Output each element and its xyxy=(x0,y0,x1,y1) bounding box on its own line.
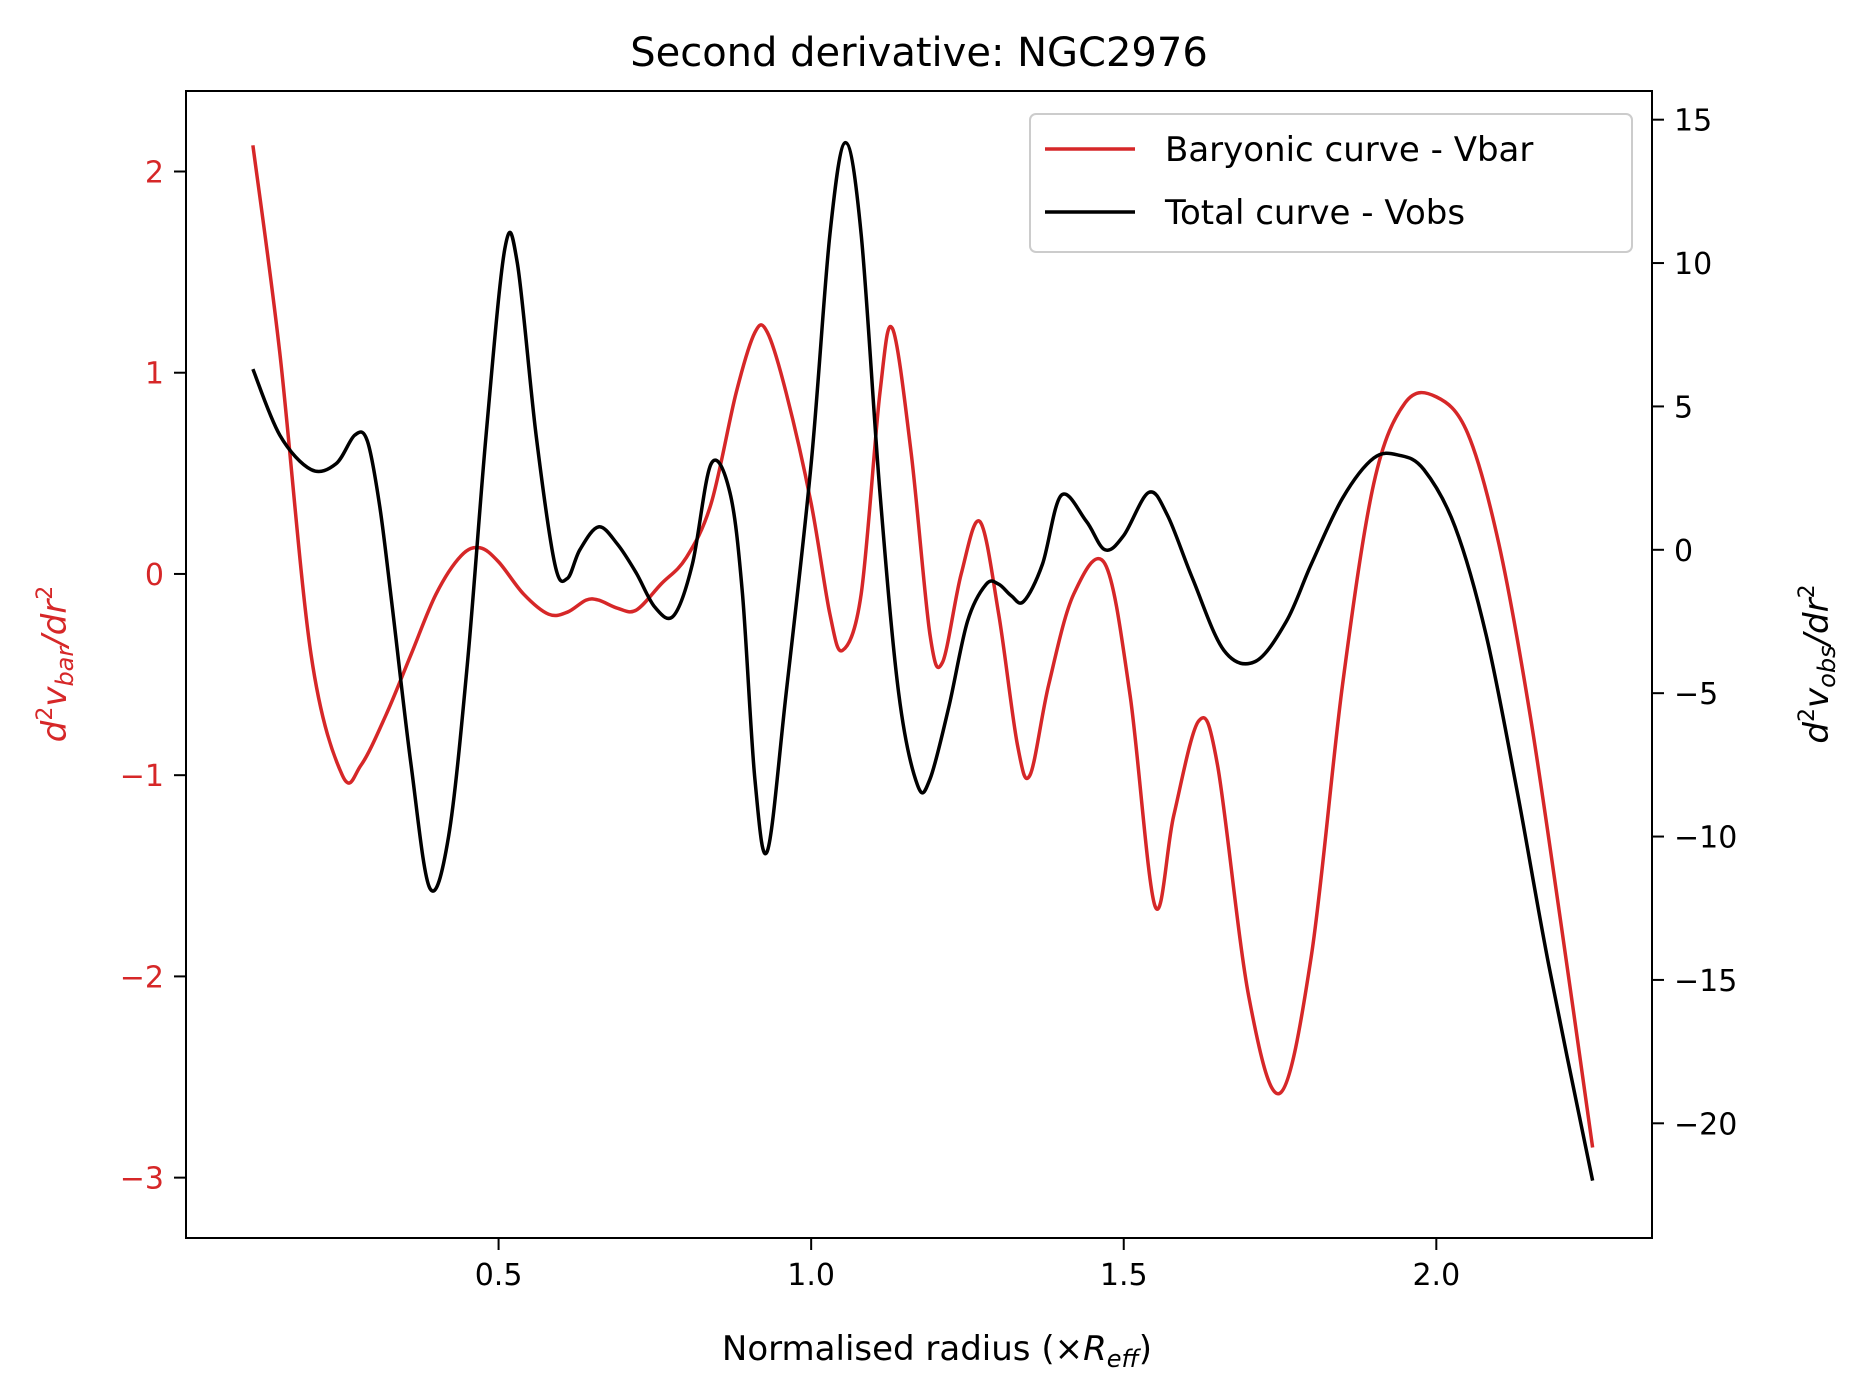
x-axis-label-close: ) xyxy=(1139,1329,1152,1369)
y-right-tick-label: 15 xyxy=(1674,104,1712,139)
plot-frame xyxy=(185,90,1653,1239)
x-axis-label-subscript: eff xyxy=(1107,1345,1142,1373)
y-right-label-d: d xyxy=(1797,722,1837,744)
y-left-label-d: d xyxy=(35,720,75,742)
x-tick-label: 1.5 xyxy=(1100,1258,1148,1293)
series-line-vobs xyxy=(251,140,1595,1181)
y-left-label-rest-sup: 2 xyxy=(33,586,58,600)
series-layer xyxy=(251,140,1595,1181)
y-right-tick-label: −5 xyxy=(1674,677,1718,712)
y-right-tick-label: −15 xyxy=(1674,964,1737,999)
x-tick-label: 2.0 xyxy=(1412,1258,1460,1293)
y-left-label-sup: 2 xyxy=(33,707,58,721)
x-tick-label: 0.5 xyxy=(475,1258,523,1293)
legend-label-vbar: Baryonic curve - Vbar xyxy=(1165,130,1533,170)
y-left-tick-label: 0 xyxy=(145,558,164,593)
y-right-tick-label: −10 xyxy=(1674,821,1737,856)
x-axis: 0.5 1.0 1.5 2.0 xyxy=(475,1238,1460,1293)
x-axis-label: Normalised radius (×Reff) xyxy=(722,1329,1152,1373)
chart-title: Second derivative: NGC2976 xyxy=(630,30,1208,76)
y-left-label-v: v xyxy=(35,686,75,707)
y-axis-right: 15 10 5 0 −5 −10 −15 −20 xyxy=(1652,104,1737,1142)
y-left-label-subscript: bar xyxy=(51,645,79,687)
y-left-tick-label: 1 xyxy=(145,357,164,392)
y-right-label-subscript: obs xyxy=(1813,645,1841,687)
y-axis-right-label: d2vobs/dr2 xyxy=(1795,584,1841,743)
y-left-tick-label: −1 xyxy=(120,759,164,794)
series-line-vbar xyxy=(251,145,1595,1148)
y-left-tick-label: −2 xyxy=(120,960,164,995)
y-right-label-rest-sup: 2 xyxy=(1795,584,1820,598)
y-right-tick-label: 5 xyxy=(1674,390,1693,425)
y-left-tick-label: 2 xyxy=(145,155,164,190)
legend: Baryonic curve - Vbar Total curve - Vobs xyxy=(1029,113,1633,253)
y-right-tick-label: −20 xyxy=(1674,1107,1737,1142)
legend-box xyxy=(1029,113,1633,253)
y-right-label-v: v xyxy=(1797,687,1837,708)
y-right-label-sup: 2 xyxy=(1795,708,1820,722)
legend-label-vobs: Total curve - Vobs xyxy=(1164,193,1465,233)
y-axis-left-label: d2vbar/dr2 xyxy=(33,586,79,743)
x-axis-label-main: Normalised radius (× xyxy=(722,1329,1083,1369)
x-axis-label-symbol: R xyxy=(1083,1329,1107,1369)
y-right-tick-label: 0 xyxy=(1674,534,1693,569)
y-right-label-rest: /dr xyxy=(1797,596,1837,648)
y-axis-left: 2 1 0 −1 −2 −3 xyxy=(120,155,186,1197)
x-tick-label: 1.0 xyxy=(787,1258,835,1293)
y-left-tick-label: −3 xyxy=(120,1162,164,1197)
y-right-tick-label: 10 xyxy=(1674,247,1712,282)
y-left-label-rest: /dr xyxy=(35,598,75,650)
